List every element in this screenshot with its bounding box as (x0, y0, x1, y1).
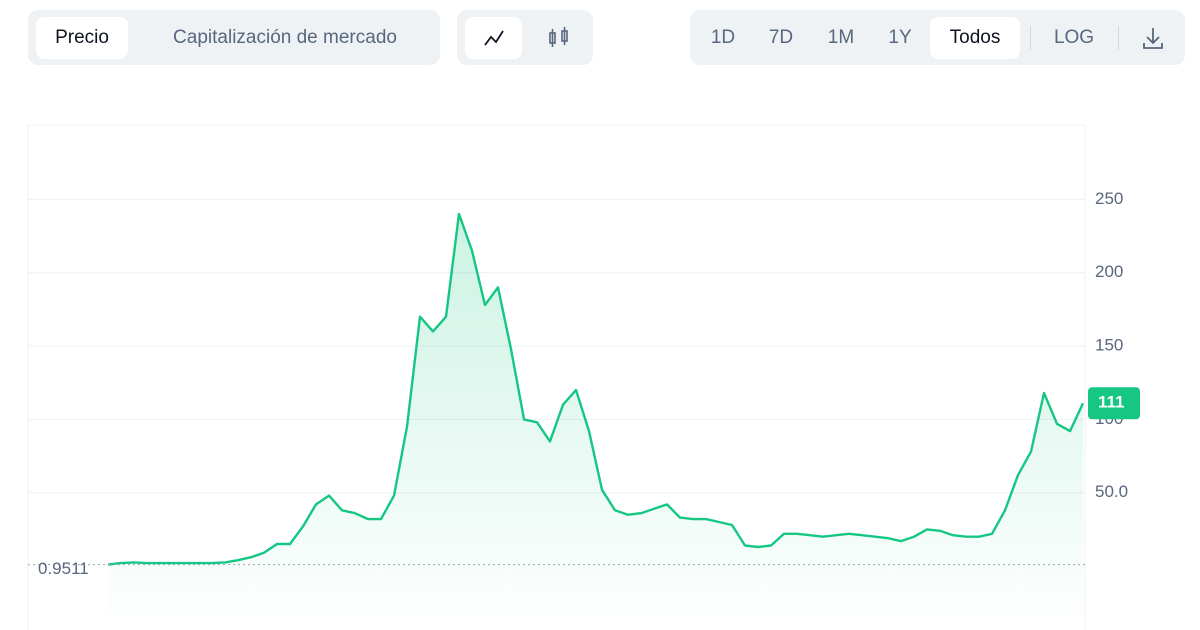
tab[interactable]: Capitalización de mercado (173, 27, 397, 48)
y-tick-label: 150 (1095, 336, 1123, 355)
separator (1030, 26, 1031, 50)
tab[interactable]: Precio (36, 17, 128, 59)
current-label: 111 (1098, 393, 1125, 412)
range-button[interactable]: 1M (827, 27, 855, 48)
y-tick-label: 50.0 (1095, 482, 1128, 501)
range-button[interactable]: 1Y (888, 27, 912, 48)
start-label: 0.9511 (38, 559, 89, 578)
line-chart-button[interactable] (465, 17, 522, 59)
y-tick-label: 250 (1095, 189, 1123, 208)
line-icon (484, 30, 504, 46)
range-button[interactable]: 7D (768, 27, 794, 48)
current-badge (1088, 387, 1140, 420)
log-button[interactable]: LOG (1053, 27, 1095, 48)
y-tick-label: 200 (1095, 262, 1123, 281)
candle-chart-button[interactable] (530, 17, 587, 59)
download-icon (1143, 28, 1163, 49)
price-line (107, 212, 1085, 566)
candle-icon (549, 27, 568, 47)
range-button[interactable]: 1D (710, 27, 736, 48)
area (108, 214, 1083, 630)
download-button[interactable] (1130, 17, 1176, 59)
range-button[interactable]: Todos (930, 17, 1020, 59)
separator (1118, 26, 1119, 50)
